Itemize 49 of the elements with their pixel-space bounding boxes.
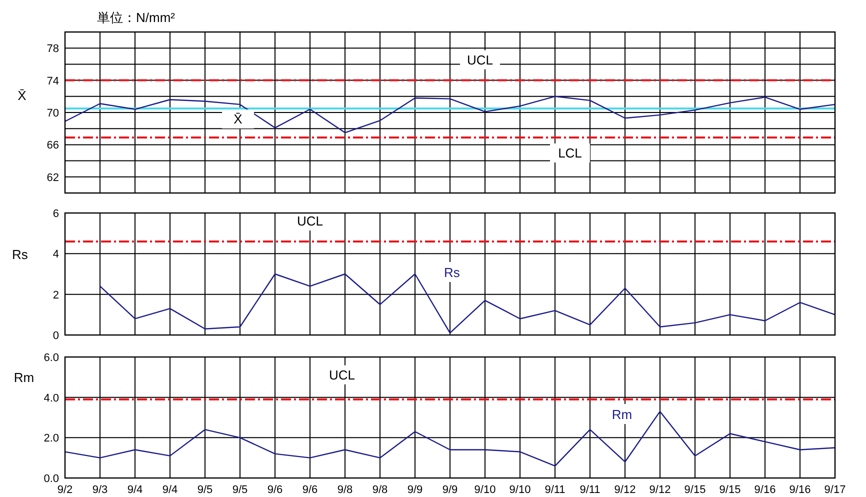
- y-tick-label: 66: [46, 140, 59, 152]
- x-tick-label: 9/16: [789, 484, 811, 496]
- x-tick-label: 9/4: [127, 484, 143, 496]
- x-tick-label: 9/10: [474, 484, 496, 496]
- x-tick-label: 9/8: [337, 484, 353, 496]
- x-tick-label: 9/2: [57, 484, 73, 496]
- x-tick-label: 9/5: [232, 484, 248, 496]
- y-tick-label: 62: [46, 172, 59, 184]
- x-tick-label: 9/12: [649, 484, 671, 496]
- x-tick-label: 9/16: [754, 484, 776, 496]
- y-tick-label: 0.0: [44, 473, 59, 485]
- x-tick-label: 9/15: [719, 484, 741, 496]
- y-axis-title: Rs: [12, 247, 28, 262]
- x-tick-label: 9/6: [302, 484, 318, 496]
- x-tick-label: 9/17: [824, 484, 846, 496]
- x-tick-label: 9/9: [407, 484, 423, 496]
- y-axis-title: X̄: [18, 88, 27, 103]
- chart-title: 単位：N/mm²: [97, 10, 176, 25]
- ref-line-label: LCL: [558, 145, 582, 160]
- x-tick-label: 9/3: [92, 484, 108, 496]
- x-tick-label: 9/15: [684, 484, 706, 496]
- x-tick-label: 9/8: [372, 484, 388, 496]
- y-tick-label: 70: [46, 108, 59, 120]
- x-tick-label: 9/6: [267, 484, 283, 496]
- y-tick-label: 74: [46, 75, 59, 88]
- y-tick-label: 0: [52, 330, 59, 342]
- ref-line-label: UCL: [296, 213, 324, 228]
- x-tick-label: 9/4: [162, 484, 178, 496]
- series-label: Rm: [612, 407, 632, 422]
- series-label: Rs: [444, 265, 460, 280]
- x-tick-label: 9/10: [509, 484, 531, 496]
- x-tick-label: 9/12: [614, 484, 636, 496]
- line-series: [64, 410, 836, 466]
- x-tick-label: 9/11: [544, 484, 566, 496]
- x-tick-label: 9/9: [442, 484, 458, 496]
- line-series: [64, 96, 836, 134]
- y-tick-label: 78: [46, 43, 59, 56]
- y-tick-label: 4: [52, 248, 59, 261]
- y-tick-label: 2.0: [44, 432, 59, 445]
- x-tick-label: 9/5: [197, 484, 213, 496]
- ref-line-label: X̄: [234, 111, 243, 126]
- y-tick-label: 4.0: [44, 392, 59, 404]
- y-tick-label: 6: [52, 208, 59, 220]
- y-axis-title: Rm: [14, 370, 34, 385]
- y-tick-label: 6.0: [44, 352, 59, 364]
- x-tick-label: 9/11: [580, 484, 600, 496]
- y-tick-label: 2: [52, 289, 59, 302]
- ref-line-label: UCL: [328, 367, 356, 382]
- ref-line-label: UCL: [466, 52, 494, 68]
